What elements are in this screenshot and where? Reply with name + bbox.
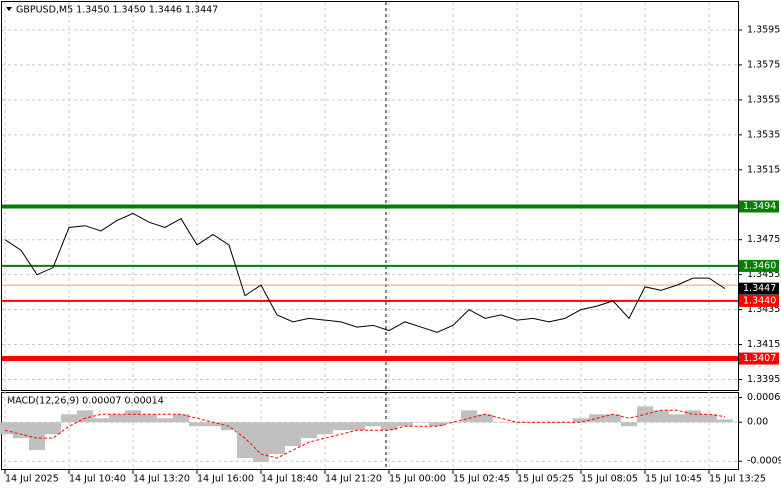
histogram-bar (237, 422, 253, 459)
y-tick-label: 1.3595 (747, 24, 780, 35)
y-tick-label: 1.3535 (747, 129, 780, 140)
level-label-bg (739, 294, 779, 307)
histogram-bar (493, 422, 509, 423)
histogram-bar (125, 410, 141, 423)
histogram-bar (93, 418, 109, 423)
histogram-bar (301, 422, 317, 439)
x-tick-label: 15 Jul 02:45 (453, 474, 510, 485)
histogram-bar (381, 422, 397, 431)
level-label-bg (739, 352, 779, 365)
y-tick-label: 1.3415 (747, 339, 780, 350)
y-tick-label: 1.3555 (747, 94, 780, 105)
x-tick-label: 14 Jul 16:00 (197, 474, 254, 485)
histogram-bar (0, 422, 13, 435)
x-tick-label: 15 Jul 13:25 (709, 474, 766, 485)
histogram-bar (509, 422, 525, 423)
histogram-bar (13, 422, 29, 439)
histogram-bar (317, 422, 333, 435)
histogram-bar (637, 406, 653, 423)
x-tick-label: 14 Jul 10:40 (69, 474, 126, 485)
level-label-bg (739, 259, 779, 272)
x-tick-label: 14 Jul 13:20 (133, 474, 190, 485)
histogram-bar (205, 422, 221, 427)
y-tick-label: 1.3515 (747, 164, 780, 175)
histogram-bar (621, 422, 637, 427)
price-pane-border (1, 1, 739, 391)
histogram-bar (605, 414, 621, 423)
chart-title: GBPUSD,M5 1.3450 1.3450 1.3446 1.3447 (16, 5, 218, 16)
menu-triangle (6, 7, 12, 11)
histogram-bar (109, 414, 125, 423)
y-tick-label: 1.3475 (747, 234, 780, 245)
histogram-bar (333, 422, 349, 431)
x-tick-label: 14 Jul 21:20 (325, 474, 382, 485)
current-price-bg (739, 282, 779, 295)
price-line (4, 212, 726, 333)
histogram-bar (701, 414, 717, 423)
histogram-bar (141, 414, 157, 423)
histogram-bar (669, 414, 685, 423)
histogram-bar (173, 414, 189, 423)
signal-line (4, 409, 726, 459)
x-tick-label: 15 Jul 10:45 (645, 474, 702, 485)
histogram-bar (397, 422, 413, 427)
histogram-bar (61, 414, 77, 423)
y-tick-label: 1.3575 (747, 59, 780, 70)
y-tick-label: 0.00 (747, 417, 768, 428)
histogram-bar (653, 410, 669, 423)
macd-title: MACD(12,26,9) 0.00007 0.00014 (7, 396, 164, 407)
histogram-bar (413, 422, 429, 423)
x-tick-label: 14 Jul 2025 (5, 474, 59, 485)
y-tick-label: 1.3455 (747, 269, 780, 280)
histogram-bar (429, 422, 445, 427)
histogram-bar (77, 410, 93, 423)
y-tick-label: 1.3435 (747, 304, 780, 315)
level-label: 1.3460 (743, 260, 776, 271)
histogram-bar (365, 422, 381, 427)
level-label: 1.3440 (743, 295, 776, 306)
histogram-bar (189, 422, 205, 427)
histogram-bar (445, 422, 461, 423)
histogram-bar (349, 422, 365, 431)
y-tick-label: 1.3395 (747, 374, 780, 385)
histogram-bar (685, 410, 701, 423)
level-label-bg (739, 200, 779, 213)
x-tick-label: 15 Jul 08:05 (581, 474, 638, 485)
histogram-bar (573, 418, 589, 423)
current-price-label: 1.3447 (743, 283, 776, 294)
y-tick-label: 0.00062 (747, 392, 781, 403)
histogram-bar (253, 422, 269, 463)
histogram-bar (477, 414, 493, 423)
histogram-bar (157, 418, 173, 423)
histogram-bar (461, 410, 477, 423)
histogram-bar (45, 422, 61, 435)
x-tick-label: 14 Jul 18:40 (261, 474, 318, 485)
histogram-bar (285, 422, 301, 447)
x-tick-label: 15 Jul 05:25 (517, 474, 574, 485)
histogram-bar (29, 422, 45, 451)
level-label: 1.3494 (743, 201, 776, 212)
histogram-bar (269, 422, 285, 455)
x-tick-label: 15 Jul 00:00 (389, 474, 446, 485)
level-label: 1.3407 (743, 353, 776, 364)
histogram-bar (717, 419, 733, 423)
y-tick-label: -0.00098 (747, 456, 781, 467)
